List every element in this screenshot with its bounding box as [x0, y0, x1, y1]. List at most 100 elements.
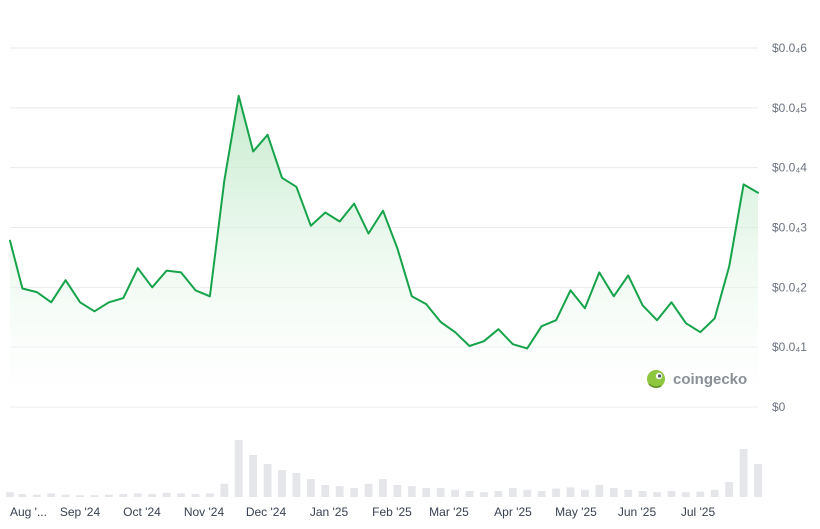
- volume-bar: [47, 493, 56, 497]
- volume-bar: [451, 489, 459, 497]
- volume-bar: [148, 494, 157, 497]
- price-point: [555, 319, 557, 321]
- volume-bar: [220, 483, 229, 497]
- price-point: [238, 95, 240, 97]
- volume-bar: [465, 491, 474, 497]
- brand-name: coingecko: [673, 371, 747, 388]
- price-point: [353, 203, 355, 205]
- volume-bar: [638, 491, 647, 497]
- price-point: [526, 347, 528, 349]
- volume-bar: [61, 494, 70, 497]
- x-tick-label: Feb '25: [372, 505, 412, 519]
- price-point: [382, 210, 384, 212]
- volume-bar: [653, 492, 661, 497]
- price-point: [137, 267, 139, 269]
- price-point: [324, 212, 326, 214]
- price-point: [50, 301, 52, 303]
- price-point: [627, 274, 629, 276]
- price-point: [569, 289, 571, 291]
- price-point: [209, 295, 211, 297]
- price-point: [670, 301, 672, 303]
- y-tick-label: $0.0₄6: [772, 41, 807, 55]
- price-point: [267, 134, 269, 136]
- x-tick-label: Jun '25: [618, 505, 657, 519]
- price-point: [512, 343, 514, 345]
- price-point: [281, 177, 283, 179]
- coingecko-watermark: coingecko: [647, 370, 747, 388]
- price-point: [613, 295, 615, 297]
- volume-bar: [624, 489, 633, 497]
- price-point: [483, 340, 485, 342]
- volume-bar: [278, 470, 286, 497]
- volume-bar: [566, 487, 575, 497]
- volume-bar: [379, 479, 387, 497]
- price-point: [541, 325, 543, 327]
- y-tick-label: $0.0₄2: [772, 280, 807, 294]
- price-point: [166, 270, 168, 272]
- volume-bar: [321, 485, 330, 497]
- price-point: [440, 321, 442, 323]
- y-axis: $0 $0.0₄1 $0.0₄2 $0.0₄3 $0.0₄4 $0.0₄5 $0.0₄6: [772, 41, 807, 414]
- volume-bar: [76, 495, 84, 497]
- volume-bar: [234, 440, 243, 497]
- price-point: [743, 183, 745, 185]
- price-point: [469, 345, 471, 347]
- x-tick-label: Sep '24: [60, 505, 101, 519]
- x-tick-label: Nov '24: [184, 505, 225, 519]
- volume-bar: [162, 492, 171, 497]
- x-tick-label: Mar '25: [429, 505, 469, 519]
- price-point: [411, 295, 413, 297]
- x-axis: Aug '... Sep '24 Oct '24 Nov '24 Dec '24 Jan …: [10, 505, 715, 519]
- price-line: [9, 94, 759, 350]
- volume-bar: [739, 449, 748, 497]
- price-point: [728, 265, 730, 267]
- volume-bar: [552, 488, 560, 497]
- price-point: [151, 286, 153, 288]
- y-tick-label: $0.0₄3: [772, 221, 807, 235]
- price-point: [497, 328, 499, 330]
- volume-bar: [667, 491, 676, 497]
- volume-bar: [364, 483, 373, 497]
- price-point: [65, 279, 67, 281]
- volume-bar: [523, 489, 532, 497]
- volume-bar: [191, 494, 200, 497]
- volume-bar: [508, 488, 517, 497]
- price-point: [122, 297, 124, 299]
- volume-bar: [407, 486, 416, 497]
- price-point: [425, 303, 427, 305]
- volume-bar: [90, 495, 99, 497]
- price-point: [396, 247, 398, 249]
- volume-bar: [350, 488, 359, 497]
- x-tick-label: Jul '25: [681, 505, 716, 519]
- volume-bar: [306, 479, 315, 497]
- price-point: [714, 317, 716, 319]
- volume-bar: [32, 494, 41, 497]
- price-point: [79, 301, 81, 303]
- price-point: [223, 180, 225, 182]
- price-point: [180, 271, 182, 273]
- price-point: [339, 221, 341, 223]
- price-point: [454, 331, 456, 333]
- volume-bar: [581, 489, 589, 497]
- x-tick-label: May '25: [555, 505, 597, 519]
- volume-bar: [6, 492, 14, 497]
- volume-bar: [595, 485, 604, 497]
- price-point: [9, 240, 11, 242]
- volume-bar: [710, 489, 719, 497]
- volume-bar: [609, 488, 618, 497]
- volume-bar: [335, 486, 344, 497]
- volume-bar: [725, 482, 734, 497]
- volume-bar: [105, 494, 113, 497]
- price-area: [10, 95, 758, 408]
- volume-bar: [249, 455, 258, 497]
- volume-bar: [696, 491, 705, 497]
- x-tick-label: Oct '24: [123, 505, 161, 519]
- volume-bar: [393, 485, 402, 497]
- price-point: [598, 271, 600, 273]
- price-point: [584, 307, 586, 309]
- price-point: [252, 151, 254, 153]
- gecko-logo-icon: [647, 370, 665, 388]
- x-tick-label: Aug '...: [10, 505, 47, 519]
- price-point: [656, 319, 658, 321]
